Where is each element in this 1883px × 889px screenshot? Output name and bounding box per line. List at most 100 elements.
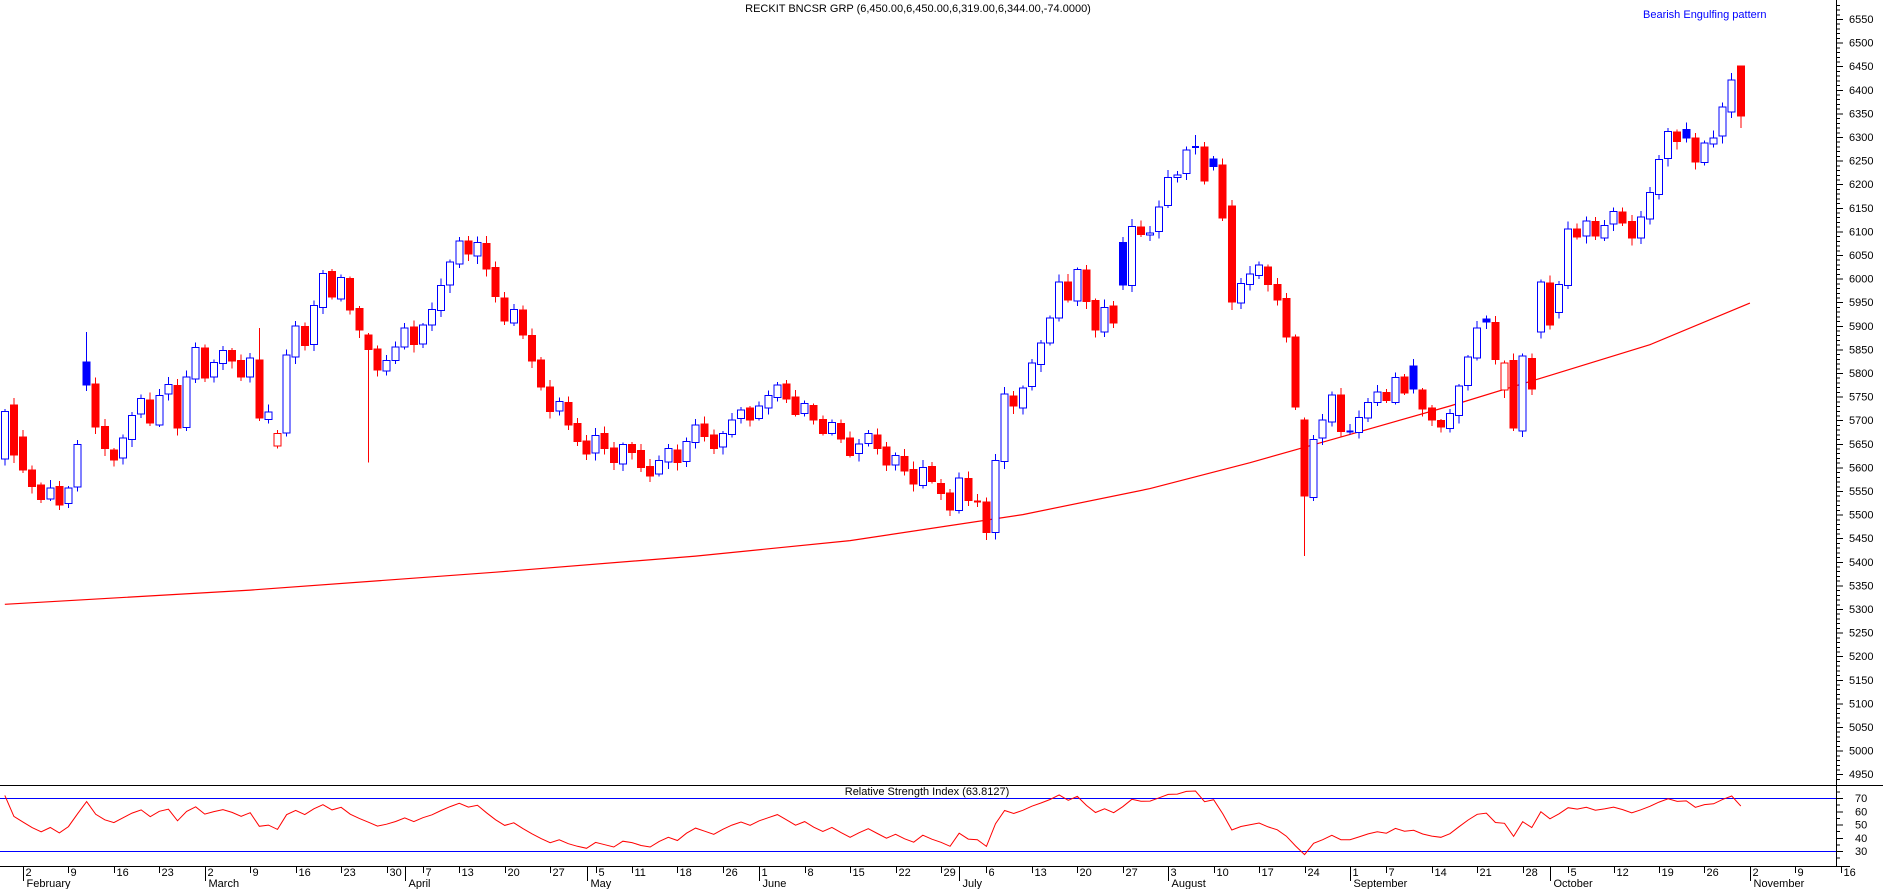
candle-body (1664, 130, 1673, 160)
candle-body (346, 278, 355, 311)
candle-body (400, 327, 409, 348)
candle-body (1082, 269, 1091, 303)
week-tick-label: 24 (1308, 867, 1320, 879)
candle-body (1609, 211, 1618, 225)
candle-body (318, 272, 327, 308)
week-tick-label: 5 (599, 867, 605, 879)
week-tick-label: 23 (162, 867, 174, 879)
price-tick-label: 6000 (1849, 274, 1873, 286)
candle-body (1627, 220, 1636, 239)
price-tick-label: 6400 (1849, 85, 1873, 97)
price-tick-label: 5050 (1849, 722, 1873, 734)
candle-body (109, 449, 118, 461)
week-tick-label: 16 (299, 867, 311, 879)
candle-body (518, 309, 527, 336)
candle-body (37, 484, 46, 500)
month-label: February (27, 878, 72, 889)
candle-body (1118, 241, 1127, 286)
candle-body (1355, 416, 1364, 433)
candle-body (246, 357, 255, 378)
rsi-tick-label: 50 (1855, 820, 1867, 832)
candle-body (1227, 205, 1236, 303)
candle-body (1491, 321, 1500, 360)
candle-body (1464, 356, 1473, 386)
main-chart-area[interactable] (0, 0, 1836, 785)
candle-body (1064, 281, 1073, 301)
candle-body (627, 444, 636, 453)
candle-body (1455, 385, 1464, 416)
price-tick-label: 5800 (1849, 368, 1873, 380)
price-tick-label: 6200 (1849, 179, 1873, 191)
candle-body (1700, 142, 1709, 163)
candle-body (982, 501, 991, 534)
price-tick-label: 6250 (1849, 156, 1873, 168)
price-tick-label: 5600 (1849, 462, 1873, 474)
month-label: May (591, 878, 612, 889)
price-tick-label: 5700 (1849, 415, 1873, 427)
price-tick-label: 6350 (1849, 108, 1873, 120)
week-tick-label: 20 (508, 867, 520, 879)
candle-body (1100, 306, 1109, 333)
candle-body (1036, 342, 1045, 366)
price-tick-label: 6300 (1849, 132, 1873, 144)
candle-body (464, 240, 473, 255)
week-tick-label: 9 (253, 867, 259, 879)
week-tick-label: 5 (1571, 867, 1577, 879)
candle-body (264, 411, 273, 421)
candle-body (818, 418, 827, 434)
month-label: November (1754, 878, 1805, 889)
candle-body (228, 349, 237, 362)
candle-body (1046, 317, 1055, 344)
candle-body (591, 434, 600, 454)
candle-body (800, 403, 809, 415)
candle-body (428, 308, 437, 326)
candle-body (364, 334, 373, 350)
week-tick-label: 7 (426, 867, 432, 879)
candle-body (1382, 391, 1391, 401)
candle-body (1618, 211, 1627, 224)
candle-body (1655, 159, 1664, 196)
candle-body (1173, 174, 1182, 179)
rsi-tick-label: 40 (1855, 833, 1867, 845)
candle-body (527, 335, 536, 362)
week-tick-label: 12 (1617, 867, 1629, 879)
week-tick-label: 13 (1035, 867, 1047, 879)
candle-body (1327, 394, 1336, 423)
candle-body (300, 325, 309, 347)
month-label: March (209, 878, 240, 889)
candle-body (909, 468, 918, 485)
candle-body (755, 405, 764, 419)
candle-body (1246, 273, 1255, 285)
candle-body (564, 402, 573, 426)
candle-body (764, 395, 773, 409)
candle-body (1309, 439, 1318, 499)
candle-body (28, 469, 37, 487)
candle-body (146, 399, 155, 424)
candle-body (337, 277, 346, 300)
month-label: June (763, 878, 787, 889)
price-tick-label: 5250 (1849, 628, 1873, 640)
candle-body (864, 432, 873, 444)
candle-body (609, 447, 618, 464)
week-tick-label: 1 (762, 867, 768, 879)
candle-body (291, 325, 300, 358)
price-tick-label: 5000 (1849, 746, 1873, 758)
candle-body (1509, 359, 1518, 429)
month-label: August (1172, 878, 1206, 889)
week-tick-label: 27 (1126, 867, 1138, 879)
price-tick-label: 5200 (1849, 651, 1873, 663)
month-label: July (963, 878, 983, 889)
candle-body (473, 242, 482, 257)
candle-body (1218, 164, 1227, 219)
week-tick-label: 8 (808, 867, 814, 879)
candle-body (1018, 387, 1027, 409)
candle-body (1691, 137, 1700, 163)
panel-frame (0, 0, 1883, 866)
candle-body (1273, 284, 1282, 301)
candle-body (555, 400, 564, 412)
week-tick-label: 28 (1526, 867, 1538, 879)
candle-body (1318, 419, 1327, 439)
candle-body (46, 487, 55, 500)
candle-body (0, 411, 9, 460)
